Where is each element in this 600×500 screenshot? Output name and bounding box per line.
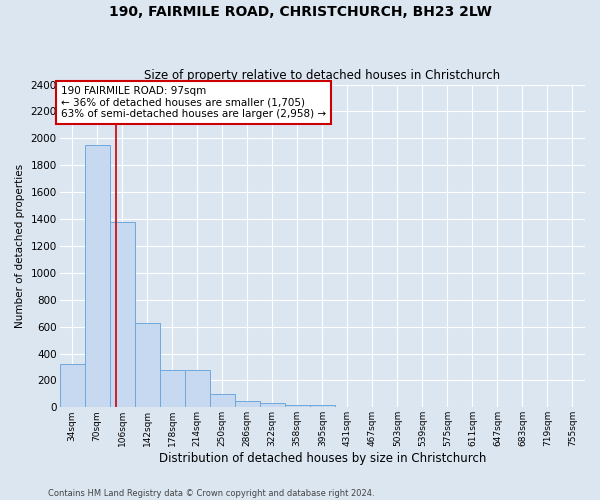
Text: Contains HM Land Registry data © Crown copyright and database right 2024.: Contains HM Land Registry data © Crown c…: [48, 488, 374, 498]
Bar: [310, 404, 335, 407]
Bar: [134, 322, 160, 408]
Title: Size of property relative to detached houses in Christchurch: Size of property relative to detached ho…: [144, 69, 500, 82]
Bar: [260, 404, 285, 407]
Text: 190, FAIRMILE ROAD, CHRISTCHURCH, BH23 2LW: 190, FAIRMILE ROAD, CHRISTCHURCH, BH23 2…: [109, 5, 491, 19]
Bar: [85, 145, 110, 407]
Bar: [185, 370, 210, 408]
X-axis label: Distribution of detached houses by size in Christchurch: Distribution of detached houses by size …: [158, 452, 486, 465]
Bar: [160, 370, 185, 408]
Bar: [210, 394, 235, 407]
Bar: [285, 404, 310, 407]
Y-axis label: Number of detached properties: Number of detached properties: [15, 164, 25, 328]
Text: 190 FAIRMILE ROAD: 97sqm
← 36% of detached houses are smaller (1,705)
63% of sem: 190 FAIRMILE ROAD: 97sqm ← 36% of detach…: [61, 86, 326, 119]
Bar: [235, 401, 260, 407]
Bar: [59, 364, 85, 408]
Bar: [110, 222, 134, 408]
